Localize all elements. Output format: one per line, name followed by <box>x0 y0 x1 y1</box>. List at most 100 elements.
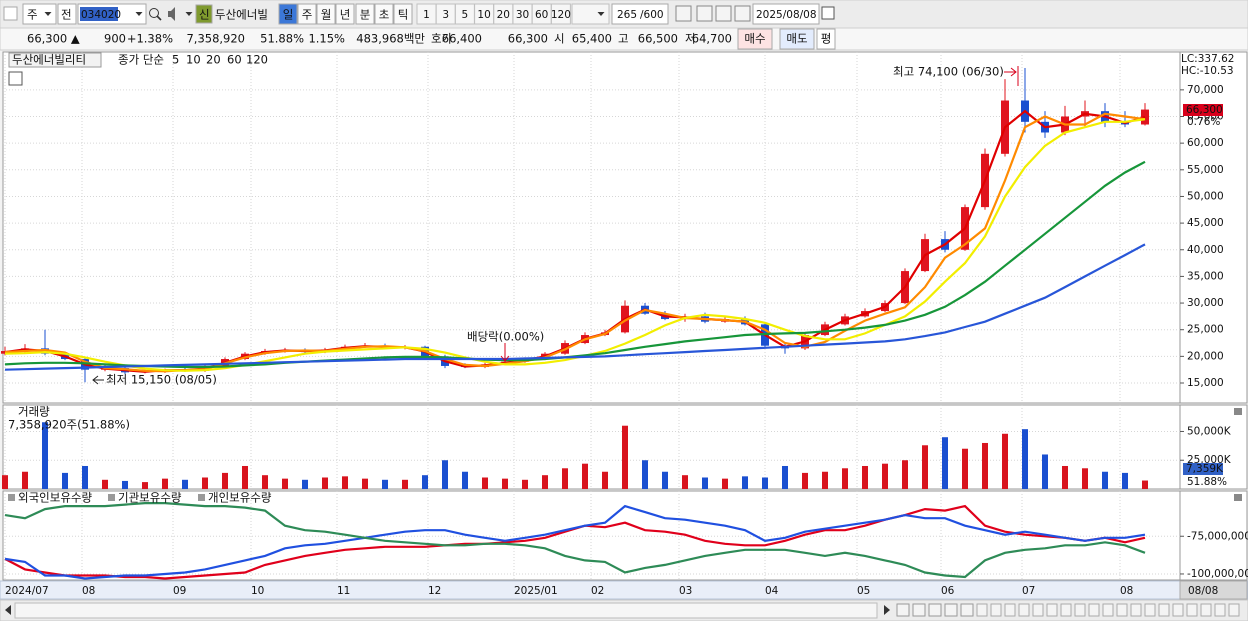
nav-button[interactable] <box>928 603 942 617</box>
unit[interactable]: 3 <box>442 9 449 21</box>
y-tick-label: 30,000 <box>1187 297 1224 309</box>
tool-icon[interactable] <box>1004 603 1016 617</box>
tool-icon[interactable] <box>1214 603 1226 617</box>
annotation: 최저 15,150 (08/05) <box>106 373 217 387</box>
sell[interactable]: 매도 <box>786 32 807 46</box>
volume-bar <box>442 460 448 489</box>
y-tick-label: 35,000 <box>1187 270 1224 282</box>
search-icon[interactable] <box>156 15 162 21</box>
tool-icon[interactable] <box>1032 603 1044 617</box>
unit-button[interactable] <box>550 3 571 25</box>
speaker-icon[interactable] <box>168 7 175 21</box>
count-input[interactable] <box>611 3 669 25</box>
scroll-right[interactable] <box>884 605 890 615</box>
table-icon[interactable] <box>8 71 23 86</box>
scope[interactable]: 전 <box>61 8 72 22</box>
volume-bar <box>542 475 548 489</box>
panel-close[interactable] <box>1234 494 1242 501</box>
period[interactable]: 주 <box>302 8 313 22</box>
market-select[interactable] <box>22 3 57 25</box>
menu-icon[interactable] <box>3 6 18 21</box>
period[interactable]: 일 <box>283 8 294 22</box>
tool-icon[interactable] <box>1018 603 1030 617</box>
scroll-left[interactable] <box>5 605 11 615</box>
new-badge[interactable] <box>195 4 213 24</box>
volume-bar <box>402 479 408 489</box>
stock-code[interactable]: 034020 <box>81 9 121 21</box>
nav-button[interactable] <box>912 603 926 617</box>
volume-bar <box>962 448 968 489</box>
period[interactable]: 초 <box>379 8 390 22</box>
y-tick-label: 25,000 <box>1187 324 1224 336</box>
period-button[interactable] <box>316 3 336 25</box>
tool-icon[interactable] <box>976 603 988 617</box>
volume-bar <box>982 442 988 489</box>
tool-icon[interactable] <box>715 5 732 22</box>
tool-icon[interactable] <box>1186 603 1198 617</box>
tool-icon[interactable] <box>1046 603 1058 617</box>
unit[interactable]: 120 <box>551 9 571 21</box>
calendar-icon[interactable] <box>821 6 835 20</box>
avg-button[interactable] <box>816 28 836 50</box>
tool-icon[interactable] <box>1200 603 1212 617</box>
tool-icon[interactable] <box>1172 603 1184 617</box>
tool-icon[interactable] <box>1158 603 1170 617</box>
dropdown-arrow[interactable] <box>185 12 193 16</box>
dropdown-arrow[interactable] <box>597 12 605 16</box>
dropdown-arrow[interactable] <box>44 12 52 16</box>
period[interactable]: 틱 <box>398 8 409 22</box>
nav-button[interactable] <box>896 603 910 617</box>
tool-icon[interactable] <box>1116 603 1128 617</box>
unit[interactable]: 60 <box>535 9 548 21</box>
avg[interactable]: 평 <box>821 32 832 46</box>
market[interactable]: 주 <box>27 8 38 22</box>
search-icon[interactable] <box>149 8 159 18</box>
quote-low-label: 저 <box>685 32 696 46</box>
period-button[interactable] <box>297 3 317 25</box>
tool-icon[interactable] <box>990 603 1002 617</box>
unit-select[interactable] <box>571 3 610 25</box>
tool-icon[interactable] <box>1144 603 1156 617</box>
period-button[interactable] <box>335 3 355 25</box>
unit[interactable]: 5 <box>462 9 469 21</box>
period[interactable]: 분 <box>360 8 371 22</box>
sell-button[interactable] <box>779 28 815 50</box>
period-button[interactable] <box>374 3 394 25</box>
holding-line <box>4 504 1146 580</box>
period[interactable]: 년 <box>340 8 351 22</box>
date-input[interactable] <box>752 3 820 25</box>
tool-icon[interactable] <box>734 5 751 22</box>
scope-button[interactable] <box>57 3 77 25</box>
scroll-track[interactable] <box>14 602 878 619</box>
period-button[interactable] <box>393 3 413 25</box>
tool-icon[interactable] <box>696 5 713 22</box>
tool-icon[interactable] <box>1228 603 1240 617</box>
unit[interactable]: 1 <box>423 9 430 21</box>
volume-bar <box>142 482 148 489</box>
volume-bar <box>22 471 28 489</box>
tool-icon[interactable] <box>1060 603 1072 617</box>
tool-icon[interactable] <box>1130 603 1142 617</box>
tool-icon[interactable] <box>1074 603 1086 617</box>
period-button[interactable] <box>278 3 298 25</box>
period-button[interactable] <box>355 3 375 25</box>
volume-bar <box>62 472 68 489</box>
nav-button[interactable] <box>944 603 958 617</box>
candle-body <box>1 351 9 354</box>
volume-bar <box>502 478 508 489</box>
volume-bar <box>802 472 808 489</box>
x-tick-label: 09 <box>173 585 186 597</box>
buy[interactable]: 매수 <box>744 32 765 46</box>
buy-button[interactable] <box>737 28 773 50</box>
nav-button[interactable] <box>960 603 974 617</box>
panel-close[interactable] <box>1234 408 1242 415</box>
unit[interactable]: 10 <box>477 9 490 21</box>
tool-icon[interactable] <box>1088 603 1100 617</box>
period[interactable]: 월 <box>321 8 332 22</box>
tool-icon[interactable] <box>1102 603 1114 617</box>
tool-icon[interactable] <box>675 5 692 22</box>
unit[interactable]: 20 <box>497 9 510 21</box>
unit[interactable]: 30 <box>516 9 529 21</box>
volume-bar <box>422 475 428 489</box>
dropdown-arrow[interactable] <box>135 12 143 16</box>
